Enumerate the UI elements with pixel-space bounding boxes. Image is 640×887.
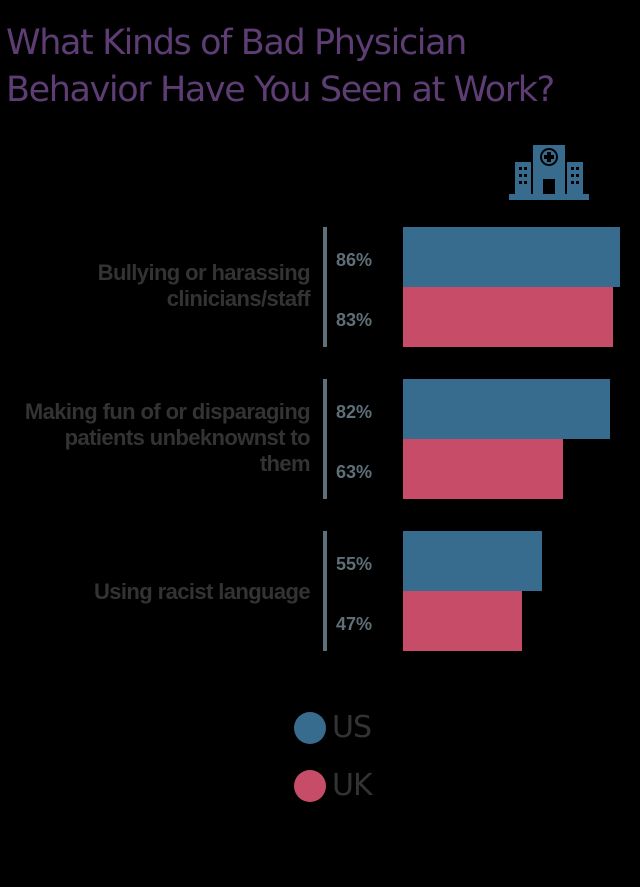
us-bar [403, 531, 542, 591]
legend-label: US [332, 710, 372, 745]
us-bar [403, 379, 610, 439]
category-label: Making fun of or disparaging patients un… [24, 399, 311, 476]
us-value-label: 55% [336, 554, 373, 574]
legend-label: UK [332, 768, 373, 803]
group-divider [323, 379, 327, 499]
bar-group-bullying: Bullying or harassing clinicians/staff 8… [0, 227, 640, 347]
hospital-icon [509, 145, 589, 200]
bar-group-disparaging: Making fun of or disparaging patients un… [0, 379, 640, 499]
uk-value-label: 63% [336, 462, 373, 482]
legend-swatch-us [294, 712, 326, 744]
group-divider [323, 227, 327, 347]
uk-bar [403, 287, 613, 347]
bar-group-racist-language: Using racist language 55% 47% [0, 531, 640, 651]
us-bar [403, 227, 620, 287]
group-divider [323, 531, 327, 651]
chart-title: What Kinds of Bad Physician Behavior Hav… [6, 23, 555, 110]
legend-swatch-uk [294, 770, 326, 802]
uk-value-label: 47% [336, 614, 373, 634]
us-value-label: 82% [336, 402, 373, 422]
uk-bar [403, 439, 563, 499]
category-label: Bullying or harassing clinicians/staff [97, 260, 311, 311]
uk-bar [403, 591, 522, 651]
uk-value-label: 83% [336, 310, 373, 330]
us-value-label: 86% [336, 250, 373, 270]
category-label: Using racist language [93, 579, 311, 604]
